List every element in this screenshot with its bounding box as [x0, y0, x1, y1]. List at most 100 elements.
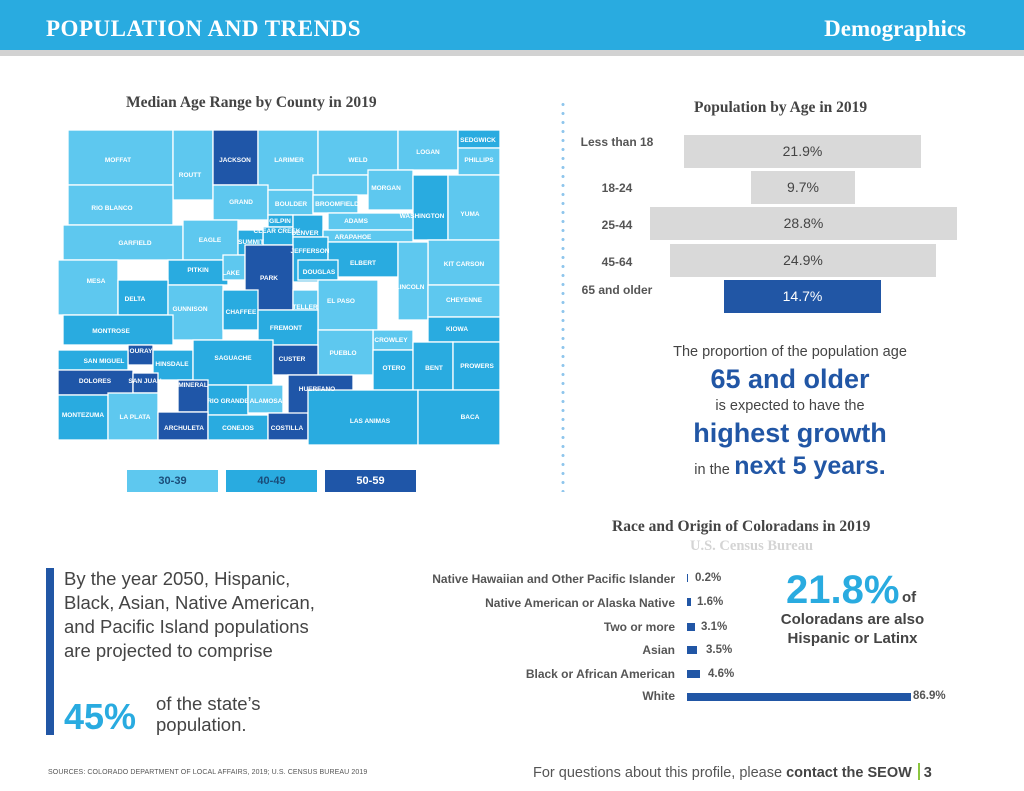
- county-label-hinsdale: HINSDALE: [155, 361, 189, 368]
- county-label-san-miguel: SAN MIGUEL: [84, 358, 125, 365]
- quote-text: By the year 2050, Hispanic, Black, Asian…: [64, 568, 315, 661]
- contact-seow-link[interactable]: contact the SEOW: [786, 765, 912, 781]
- county-custer: [272, 344, 319, 376]
- county-pitkin: [167, 259, 229, 286]
- race-chart-subtitle: U.S. Census Bureau: [690, 538, 814, 554]
- footer: For questions about this profile, please…: [533, 763, 932, 781]
- dotted-divider: [561, 100, 565, 492]
- county-label-teller: TELLER: [292, 304, 318, 311]
- county-la-plata: [107, 392, 159, 441]
- race-value-white: 86.9%: [913, 690, 946, 702]
- county-label-rio-blanco: RIO BLANCO: [91, 205, 132, 212]
- county-label-la-plata: LA PLATA: [120, 414, 151, 421]
- county-label-arapahoe: ARAPAHOE: [335, 234, 372, 241]
- county-conejos: [207, 414, 269, 441]
- race-value-two-or-more: 3.1%: [701, 621, 728, 633]
- race-value-native-american: 1.6%: [697, 596, 724, 608]
- county-label-chaffee: CHAFFEE: [226, 309, 257, 316]
- county-label-otero: OTERO: [382, 365, 405, 372]
- county-label-las-animas: LAS ANIMAS: [350, 418, 391, 425]
- county-label-prowers: PROWERS: [460, 363, 494, 370]
- footer-separator: [917, 763, 920, 780]
- county-label-boulder: BOULDER: [275, 201, 307, 208]
- county-gunnison: [167, 284, 224, 341]
- county-label-conejos: CONEJOS: [222, 425, 254, 432]
- county-elbert: [327, 241, 399, 278]
- county-label-weld: WELD: [348, 157, 367, 164]
- age-label-under-18: Less than 18: [580, 135, 654, 149]
- race-label-native-american: Native American or Alaska Native: [485, 596, 675, 610]
- county-prowers: [452, 341, 501, 391]
- county-weld: [317, 129, 399, 176]
- county-kiowa: [427, 316, 501, 343]
- county-label-lake: LAKE: [222, 270, 240, 277]
- footer-text: For questions about this profile, please: [533, 765, 783, 781]
- county-label-grand: GRAND: [229, 199, 253, 206]
- race-bar-two-or-more: [687, 623, 695, 631]
- colorado-county-map: MOFFAT ROUTT JACKSON LARIMER WELD LOGAN …: [58, 125, 503, 450]
- county-moffat: [67, 129, 174, 186]
- race-value-pacific-islander: 0.2%: [695, 572, 722, 584]
- county-label-eagle: EAGLE: [199, 237, 222, 244]
- county-label-archuleta: ARCHULETA: [164, 425, 204, 432]
- projection-line-3: is expected to have the: [715, 398, 865, 414]
- county-bent: [412, 341, 454, 391]
- county-label-delta: DELTA: [125, 296, 146, 303]
- county-label-custer: CUSTER: [279, 356, 306, 363]
- age-label-65-plus: 65 and older: [581, 283, 653, 297]
- race-bar-asian: [687, 646, 697, 654]
- age-bar-45-64: 24.9%: [670, 244, 936, 277]
- county-washington: [412, 174, 449, 241]
- projection-line-1: The proportion of the population age: [673, 344, 907, 360]
- race-bar-native-american: [687, 598, 691, 606]
- county-saguache: [192, 339, 274, 386]
- county-label-montrose: MONTROSE: [92, 328, 130, 335]
- county-label-rio-grande: RIO GRANDE: [207, 398, 249, 405]
- race-label-pacific-islander: Native Hawaiian and Other Pacific Island…: [432, 572, 675, 586]
- county-label-mesa: MESA: [87, 278, 106, 285]
- county-label-montezuma: MONTEZUMA: [62, 412, 105, 419]
- age-bar-18-24: 9.7%: [751, 171, 855, 204]
- county-grand: [212, 184, 269, 221]
- county-label-moffat: MOFFAT: [105, 157, 131, 164]
- county-label-denver: DENVER: [291, 230, 318, 237]
- header-divider: [0, 50, 1024, 56]
- quote-percent: 45%: [64, 696, 137, 737]
- county-label-alamosa: ALAMOSA: [250, 398, 283, 405]
- county-label-gilpin: GILPIN: [269, 218, 291, 225]
- county-label-bent: BENT: [425, 365, 443, 372]
- county-delta: [117, 279, 169, 316]
- county-chaffee: [222, 289, 259, 331]
- projection-in-the: in the: [694, 462, 730, 478]
- county-label-huerfano: HUERFANO: [299, 386, 335, 393]
- county-label-park: PARK: [260, 275, 278, 282]
- county-label-ouray: OURAY: [130, 348, 154, 355]
- county-label-yuma: YUMA: [460, 211, 479, 218]
- county-label-el-paso: EL PASO: [327, 298, 355, 305]
- county-label-pitkin: PITKIN: [187, 267, 209, 274]
- county-label-gunnison: GUNNISON: [172, 306, 207, 313]
- age-bar-65-plus: 14.7%: [724, 280, 881, 313]
- county-jackson: [212, 129, 259, 186]
- county-label-logan: LOGAN: [416, 149, 440, 156]
- hispanic-of: of: [902, 589, 917, 606]
- hispanic-caption: Coloradans are also Hispanic or Latinx: [780, 611, 925, 647]
- county-label-clear-creek: CLEAR CREEK: [254, 228, 301, 235]
- county-label-jefferson: JEFFERSON: [290, 248, 329, 255]
- county-mineral: [177, 379, 209, 413]
- county-label-kiowa: KIOWA: [446, 326, 468, 333]
- race-bar-pacific-islander: [687, 574, 688, 582]
- county-label-douglas: DOUGLAS: [303, 269, 336, 276]
- legend-30-39: 30-39: [127, 470, 218, 492]
- county-label-fremont: FREMONT: [270, 325, 302, 332]
- county-lincoln: [397, 241, 429, 321]
- age-bar-under-18: 21.9%: [684, 135, 921, 168]
- county-label-pueblo: PUEBLO: [329, 350, 356, 357]
- race-label-white: White: [642, 689, 675, 703]
- county-el-paso: [317, 279, 379, 331]
- map-title: Median Age Range by County in 2019: [126, 94, 377, 111]
- sources-note: SOURCES: COLORADO DEPARTMENT OF LOCAL AF…: [48, 769, 368, 776]
- county-routt: [172, 129, 214, 201]
- county-label-phillips: PHILLIPS: [464, 157, 494, 164]
- county-cheyenne: [427, 284, 501, 318]
